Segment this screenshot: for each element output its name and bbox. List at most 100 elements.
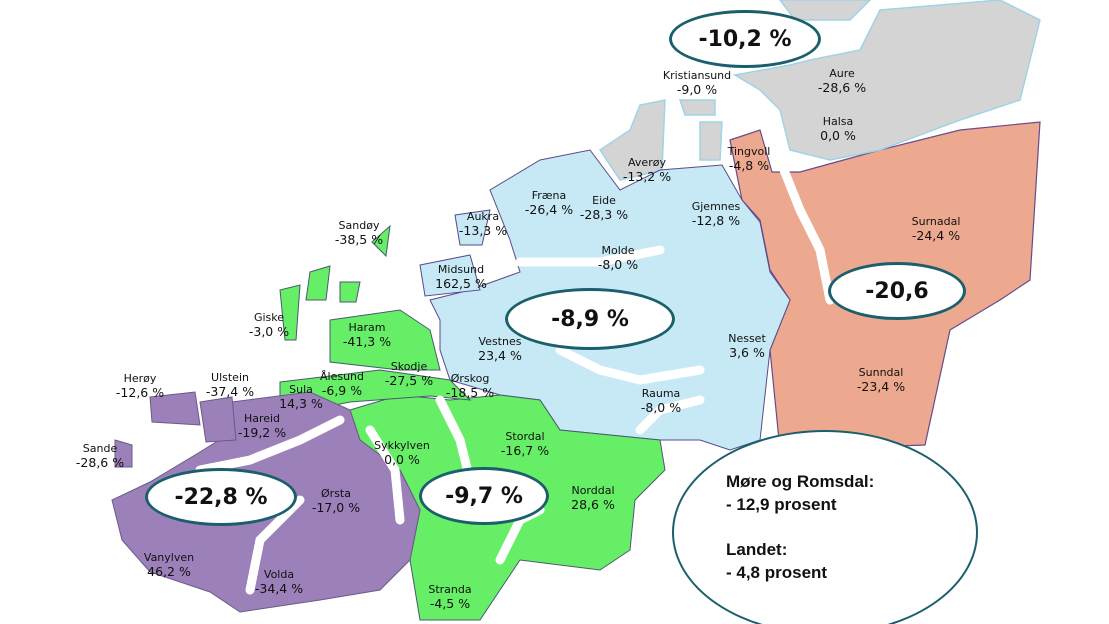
municipality-name: Midsund (437, 263, 485, 276)
municipality-name: Gjemnes (691, 200, 741, 213)
municipality-name: Sandøy (338, 219, 380, 232)
municipality-change: -9,0 % (676, 82, 718, 97)
municipality-change: 162,5 % (435, 276, 487, 291)
municipality-change: -18,5 % (445, 385, 495, 400)
municipality-change: 3,6 % (729, 345, 765, 360)
municipality-label: Kristiansund -9,0 % (663, 69, 731, 97)
region-total-sunnmore: -9,7 % (419, 467, 549, 525)
municipality-name: Nesset (728, 332, 766, 345)
municipality-name: Eide (592, 194, 616, 207)
country-label: Landet: (726, 540, 788, 559)
municipality-label: Giske -3,0 % (249, 311, 289, 339)
municipality-name: Haram (348, 321, 386, 334)
fjords (195, 155, 835, 595)
municipality-change: -13,3 % (458, 223, 508, 238)
municipality-label: Ålesund -6,9 % (320, 370, 364, 398)
municipality-name: Ørskog (450, 372, 490, 385)
municipality-label: Molde -8,0 % (598, 244, 638, 272)
municipality-name: Hareid (243, 412, 281, 425)
municipality-change: -28,6 % (75, 455, 125, 470)
municipality-label: Aure -28,6 % (818, 67, 866, 95)
summary-box: Møre og Romsdal: - 12,9 prosent Landet: … (672, 430, 978, 624)
municipality-change: 46,2 % (147, 564, 191, 579)
municipality-change: -37,4 % (205, 384, 255, 399)
municipality-label: Volda -34,4 % (255, 568, 303, 596)
municipality-change: 23,4 % (478, 348, 522, 363)
municipality-name: Aure (829, 67, 855, 80)
municipality-name: Aukra (466, 210, 500, 223)
municipality-name: Ørsta (321, 487, 351, 500)
county-label: Møre og Romsdal: (726, 472, 875, 491)
municipality-name: Sula (289, 383, 313, 396)
municipality-label: Vestnes 23,4 % (478, 335, 522, 363)
municipality-change: 0,0 % (384, 452, 420, 467)
municipality-name: Norddal (571, 484, 615, 497)
municipality-change: -4,5 % (429, 596, 471, 611)
municipality-change: -17,0 % (311, 500, 361, 515)
municipality-label: Fræna -26,4 % (525, 189, 573, 217)
municipality-change: -3,0 % (248, 324, 290, 339)
municipality-label: Sandøy -38,5 % (335, 219, 383, 247)
municipality-label: Nesset 3,6 % (728, 332, 766, 360)
municipality-name: Fræna (531, 189, 567, 202)
municipality-name: Ulstein (211, 371, 249, 384)
municipality-name: Sande (82, 442, 118, 455)
municipality-label: Tingvoll -4,8 % (728, 145, 771, 173)
municipality-name: Kristiansund (662, 69, 732, 82)
municipality-name: Herøy (123, 372, 157, 385)
country-value: - 4,8 prosent (726, 563, 828, 582)
municipality-label: Rauma -8,0 % (641, 387, 681, 415)
municipality-change: -4,8 % (728, 158, 770, 173)
municipality-name: Skodje (390, 360, 428, 373)
municipality-label: Midsund 162,5 % (435, 263, 487, 291)
municipality-name: Vanylven (143, 551, 195, 564)
municipality-label: Haram -41,3 % (343, 321, 391, 349)
municipality-change: -27,5 % (384, 373, 434, 388)
municipality-label: Hareid -19,2 % (238, 412, 286, 440)
municipality-label: Eide -28,3 % (580, 194, 628, 222)
municipality-change: -28,6 % (817, 80, 867, 95)
municipality-label: Norddal 28,6 % (571, 484, 615, 512)
municipality-name: Stordal (505, 430, 545, 443)
municipality-label: Stranda -4,5 % (428, 583, 471, 611)
region-total-nordmore-inland: -20,6 (828, 262, 966, 320)
municipality-name: Rauma (641, 387, 681, 400)
municipality-change: -19,2 % (237, 425, 287, 440)
municipality-change: -12,8 % (691, 213, 741, 228)
municipality-label: Gjemnes -12,8 % (692, 200, 741, 228)
municipality-name: Halsa (822, 115, 854, 128)
municipality-name: Giske (253, 311, 285, 324)
municipality-change: -23,4 % (856, 379, 906, 394)
municipality-change: 14,3 % (279, 396, 323, 411)
municipality-name: Sunndal (858, 366, 904, 379)
municipality-label: Surnadal -24,4 % (912, 215, 961, 243)
municipality-change: -24,4 % (911, 228, 961, 243)
municipality-name: Averøy (628, 156, 666, 169)
municipality-change: -16,7 % (500, 443, 550, 458)
municipality-label: Skodje -27,5 % (385, 360, 433, 388)
municipality-change: -41,3 % (342, 334, 392, 349)
municipality-change: -26,4 % (524, 202, 574, 217)
municipality-change: 0,0 % (820, 128, 856, 143)
municipality-label: Sula 14,3 % (279, 383, 323, 411)
region-total-nordmore-coast: -10,2 % (669, 10, 821, 68)
municipality-label: Ørskog -18,5 % (446, 372, 494, 400)
region-total-southwest: -22,8 % (145, 468, 297, 526)
municipality-label: Sunndal -23,4 % (857, 366, 905, 394)
municipality-label: Stordal -16,7 % (501, 430, 549, 458)
municipality-name: Stranda (428, 583, 472, 596)
municipality-label: Averøy -13,2 % (623, 156, 671, 184)
municipality-label: Vanylven 46,2 % (144, 551, 194, 579)
municipality-change: -34,4 % (254, 581, 304, 596)
municipality-label: Herøy -12,6 % (116, 372, 164, 400)
municipality-name: Sykkylven (374, 439, 430, 452)
municipality-label: Sykkylven 0,0 % (374, 439, 430, 467)
municipality-change: -6,9 % (321, 383, 363, 398)
municipality-change: -8,0 % (597, 257, 639, 272)
municipality-label: Ulstein -37,4 % (206, 371, 254, 399)
municipality-change: -8,0 % (640, 400, 682, 415)
municipality-name: Ålesund (319, 370, 365, 383)
municipality-label: Halsa 0,0 % (820, 115, 856, 143)
